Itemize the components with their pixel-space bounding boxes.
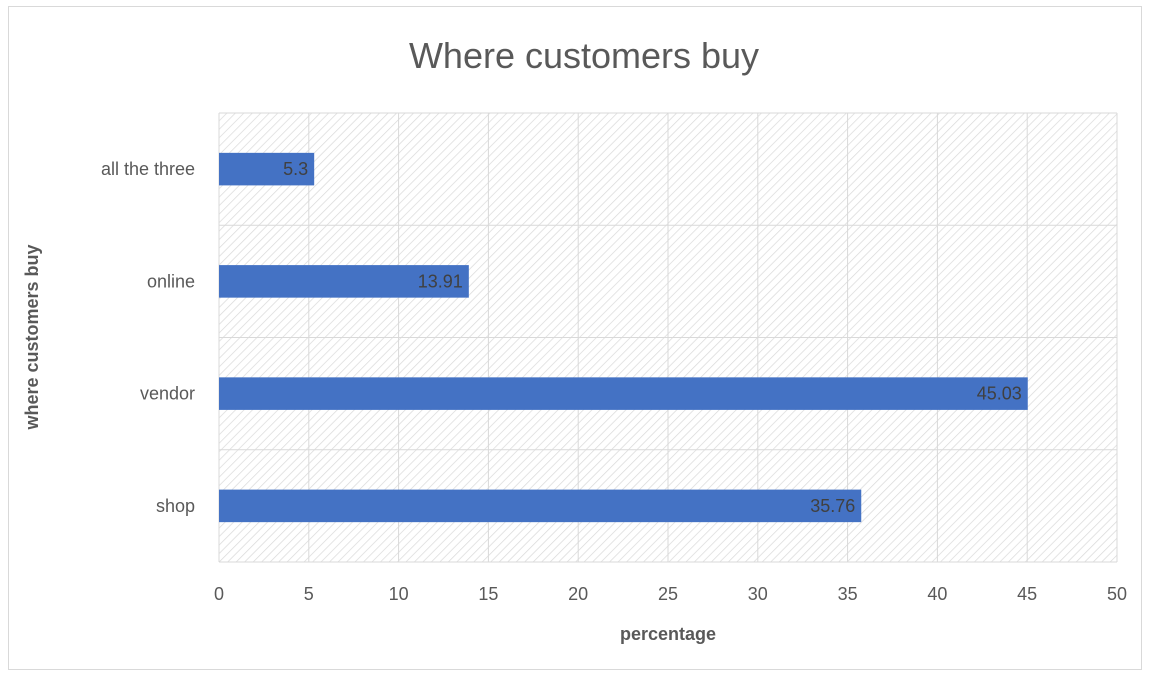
bar [219, 489, 862, 523]
x-tick-label: 25 [658, 584, 678, 604]
data-label: 35.76 [810, 496, 855, 516]
x-tick-label: 35 [838, 584, 858, 604]
y-axis-title: where customers buy [22, 244, 42, 430]
y-category-label: all the three [101, 159, 195, 179]
x-tick-label: 0 [214, 584, 224, 604]
data-label: 5.3 [283, 159, 308, 179]
data-label: 45.03 [977, 384, 1022, 404]
x-tick-label: 15 [478, 584, 498, 604]
grid-lines [218, 112, 1118, 563]
x-tick-label: 20 [568, 584, 588, 604]
y-axis-tick-labels: all the three online vendor shop [101, 159, 195, 516]
chart-title: Where customers buy [409, 35, 759, 76]
bar [219, 265, 469, 298]
bar [219, 377, 1028, 410]
x-tick-label: 30 [748, 584, 768, 604]
x-tick-label: 5 [304, 584, 314, 604]
x-tick-label: 50 [1107, 584, 1127, 604]
x-tick-label: 10 [389, 584, 409, 604]
bar [219, 152, 315, 186]
y-category-label: online [147, 271, 195, 291]
y-category-label: shop [156, 496, 195, 516]
bars [219, 152, 1028, 523]
data-label: 13.91 [418, 271, 463, 291]
data-labels: 5.3 13.91 45.03 35.76 [283, 159, 1022, 516]
x-axis-tick-labels: 0 5 10 15 20 25 30 35 40 45 50 [214, 584, 1127, 604]
x-tick-label: 40 [927, 584, 947, 604]
y-category-label: vendor [140, 384, 195, 404]
x-axis-title: percentage [620, 624, 716, 644]
x-tick-label: 45 [1017, 584, 1037, 604]
